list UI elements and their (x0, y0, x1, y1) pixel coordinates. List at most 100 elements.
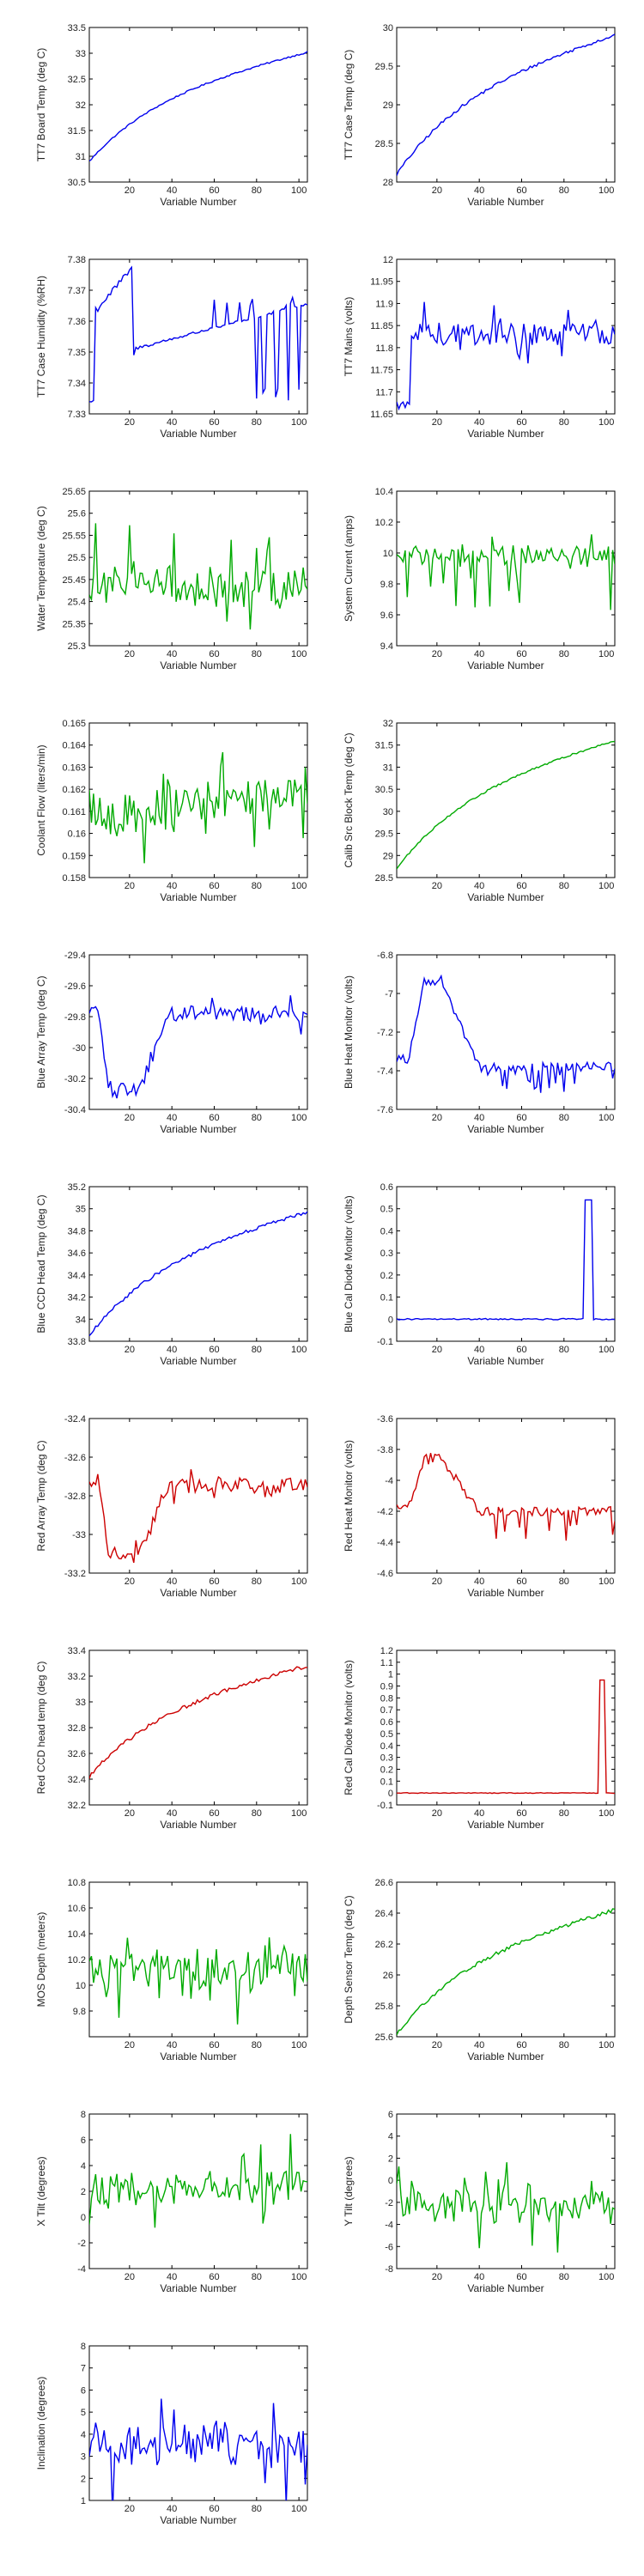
y-tick-label: -30 (72, 1043, 86, 1054)
series-line (397, 740, 615, 870)
y-tick-label: 25.35 (62, 619, 86, 629)
y-axis-label: TT7 Case Temp (deg C) (343, 50, 355, 161)
plot-area (88, 1649, 308, 1806)
y-tick-label: 33.2 (68, 1672, 86, 1682)
y-tick-label: 11.9 (375, 299, 393, 309)
y-axis-label: Blue Heat Monitor (volts) (343, 975, 355, 1089)
y-tick-label: -33.2 (64, 1569, 86, 1579)
y-tick-label: 0 (388, 2176, 393, 2186)
y-tick-label: 25.5 (68, 553, 86, 563)
x-tick-label: 40 (474, 881, 484, 891)
series-line (89, 523, 307, 630)
x-tick-label: 100 (598, 185, 614, 196)
x-tick-label: 60 (516, 1345, 526, 1355)
y-tick-label: 2 (388, 2154, 393, 2164)
y-tick-label: 11.65 (370, 410, 393, 420)
y-tick-label: -2 (385, 2198, 393, 2208)
y-tick-label: 7.33 (68, 410, 86, 420)
x-tick-label: 80 (252, 1808, 262, 1819)
x-tick-label: 60 (209, 2272, 219, 2282)
y-tick-label: -7 (385, 989, 393, 999)
plot-area (396, 490, 616, 647)
x-tick-label: 60 (516, 185, 526, 196)
y-tick-label: 9.8 (380, 580, 393, 590)
y-tick-label: -6 (385, 2242, 393, 2252)
y-axis-label: Coolant Flow (liters/min) (35, 744, 47, 855)
y-tick-label: 33.8 (68, 1337, 86, 1347)
y-tick-label: 28.5 (375, 873, 393, 884)
x-tick-label: 100 (291, 1577, 307, 1587)
y-tick-label: 0.158 (62, 873, 86, 884)
x-tick-label: 60 (516, 1808, 526, 1819)
y-axis-label: Blue Cal Diode Monitor (volts) (343, 1195, 355, 1332)
x-tick-label: 100 (598, 2040, 614, 2050)
y-axis-label: X Tilt (degrees) (35, 2156, 47, 2226)
series-line (397, 33, 615, 176)
x-axis-label: Variable Number (467, 196, 544, 208)
x-tick-label: 100 (598, 1113, 614, 1123)
x-tick-label: 20 (125, 2504, 135, 2514)
x-tick-label: 80 (252, 1345, 262, 1355)
series-line (89, 2134, 307, 2228)
y-tick-label: 29 (383, 851, 393, 861)
y-tick-label: 0.163 (62, 762, 86, 773)
x-tick-label: 80 (252, 2040, 262, 2050)
y-tick-label: 0.165 (62, 719, 86, 729)
x-tick-label: 60 (209, 1808, 219, 1819)
x-axis-label: Variable Number (467, 1587, 544, 1599)
chart-panel-3: 20 40 60 80 100 7.33 7.34 7.35 7.36 7.37 7.38 Varia… (35, 255, 308, 440)
x-tick-label: 40 (167, 2272, 177, 2282)
chart-panel-2: 20 40 60 80 100 28 28.5 29 29.5 30 Variable Number… (343, 23, 616, 208)
y-tick-label: 32.8 (68, 1723, 86, 1734)
y-tick-label: 32 (383, 719, 393, 729)
chart-panel-13: 20 40 60 80 100 -33.2 -33 -32.8 -32.6 -32.4 Variab… (35, 1414, 308, 1599)
y-tick-label: 10 (383, 549, 393, 559)
x-tick-label: 20 (432, 1808, 442, 1819)
series-line (89, 51, 307, 162)
series-line (89, 265, 307, 403)
y-tick-label: 34 (76, 1315, 86, 1325)
plot-area (396, 2113, 616, 2269)
y-tick-label: -4.2 (377, 1507, 393, 1517)
x-tick-label: 60 (516, 1577, 526, 1587)
x-axis-label: Variable Number (160, 428, 236, 440)
y-tick-label: 34.8 (68, 1226, 86, 1236)
x-tick-label: 80 (252, 2504, 262, 2514)
y-tick-label: 2 (81, 2474, 86, 2484)
y-tick-label: 0.3 (380, 1753, 393, 1764)
y-tick-label: 34.4 (68, 1271, 86, 1281)
x-tick-label: 80 (559, 2040, 569, 2050)
y-axis-label: Y Tilt (degrees) (343, 2156, 355, 2226)
x-tick-label: 60 (516, 2040, 526, 2050)
x-tick-label: 20 (432, 1345, 442, 1355)
x-tick-label: 100 (291, 417, 307, 428)
y-tick-label: 31.5 (375, 741, 393, 751)
x-tick-label: 60 (516, 649, 526, 659)
x-tick-label: 20 (125, 1345, 135, 1355)
x-axis-label: Variable Number (467, 891, 544, 903)
x-tick-label: 100 (598, 417, 614, 428)
x-tick-label: 80 (252, 417, 262, 428)
series-line (397, 301, 615, 411)
y-tick-label: 28 (383, 178, 393, 188)
y-tick-label: 4 (81, 2430, 86, 2440)
series-line (89, 1937, 307, 2025)
x-axis-label: Variable Number (160, 659, 236, 671)
x-tick-label: 80 (252, 1577, 262, 1587)
y-tick-label: 31 (76, 152, 86, 162)
x-tick-label: 40 (167, 1345, 177, 1355)
y-tick-label: 0.159 (62, 851, 86, 861)
x-axis-label: Variable Number (467, 1355, 544, 1367)
x-axis-label: Variable Number (467, 659, 544, 671)
chart-panel-7: 20 40 60 80 100 0.158 0.159 0.16 0.161 0.162 0.163… (35, 719, 308, 903)
y-axis-label: Red Cal Diode Monitor (volts) (343, 1660, 355, 1795)
y-tick-label: 32.6 (68, 1749, 86, 1759)
x-tick-label: 100 (598, 1808, 614, 1819)
y-tick-label: 10.8 (68, 1878, 86, 1888)
x-tick-label: 20 (125, 1577, 135, 1587)
x-axis-label: Variable Number (160, 891, 236, 903)
x-tick-label: 60 (516, 881, 526, 891)
x-tick-label: 100 (291, 2272, 307, 2282)
x-tick-label: 40 (474, 2040, 484, 2050)
y-tick-label: 32 (76, 100, 86, 111)
